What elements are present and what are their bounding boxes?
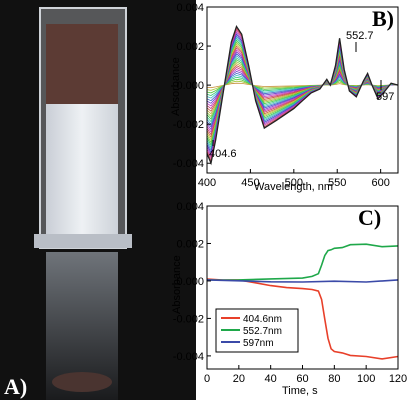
spectrum-trace [206, 25, 399, 166]
x-tick-label: 20 [233, 373, 245, 385]
peak-annotation-404: 404.6 [209, 148, 237, 160]
y-axis-label: Absorbance [170, 57, 182, 116]
spectra-chart: 400 450 500 550 600 0.004 0.002 0.000 -0.002 -0.0… [170, 2, 399, 193]
x-axis-label: Wavelength, nm [254, 181, 333, 193]
y-axis-label: Absorbance [171, 255, 183, 314]
x-tick-label: 120 [389, 373, 407, 385]
panel-label-b: B) [372, 6, 394, 31]
y-tick-label: -0.002 [173, 313, 204, 325]
y-tick-label: 0.002 [176, 41, 204, 53]
kinetics-chart: 0 20 40 60 80 100 120 0.004 0.002 0.000 -0.002 -0.0… [171, 200, 411, 400]
panel-label-c: C) [358, 205, 381, 230]
y-tick-label: 0.000 [176, 276, 204, 288]
y-tick-label: -0.004 [173, 158, 204, 170]
kinetic-series-404.6nm [206, 278, 399, 360]
cuvette-photo: A) [0, 0, 196, 400]
y-tick-label: 0.000 [176, 80, 204, 92]
x-tick-label: 100 [357, 373, 375, 385]
panel-label-a: A) [4, 374, 27, 399]
y-tick-label: -0.004 [173, 351, 204, 363]
x-tick-label: 80 [328, 373, 340, 385]
cuvette-reflection [46, 252, 118, 400]
kinetic-series-597nm [206, 279, 399, 283]
x-tick-label: 60 [296, 373, 308, 385]
y-tick-label: 0.004 [176, 201, 204, 213]
y-tick-label: 0.004 [176, 2, 204, 14]
kinetic-series-552.7nm [206, 243, 399, 281]
peak-annotation-552: 552.7 [346, 30, 374, 42]
x-tick-label: 500 [285, 177, 303, 189]
x-tick-label: 600 [371, 177, 389, 189]
axes-group: 0 20 40 60 80 100 120 0.004 0.002 0.000 -0.002 -0.0… [173, 201, 407, 385]
legend-label-597: 597nm [243, 338, 274, 349]
spectra-series-group [206, 25, 399, 166]
x-tick-label: 400 [198, 177, 216, 189]
x-tick-label: 40 [265, 373, 277, 385]
x-tick-label: 0 [204, 373, 210, 385]
x-tick-label: 450 [241, 177, 259, 189]
x-axis-label: Time, s [282, 385, 318, 397]
cuvette [34, 7, 132, 249]
legend-label-552: 552.7nm [243, 326, 282, 337]
plot-frame [206, 6, 399, 174]
legend: 404.6nm 552.7nm 597nm [215, 308, 299, 353]
y-tick-label: -0.002 [173, 119, 204, 131]
x-tick-label: 550 [328, 177, 346, 189]
axes-group: 400 450 500 550 600 0.004 0.002 0.000 -0.002 -0.0… [173, 2, 390, 189]
legend-label-404: 404.6nm [243, 314, 282, 325]
kinetic-series-group [206, 243, 399, 360]
y-tick-label: 0.002 [176, 238, 204, 250]
peak-annotation-597: 597 [376, 91, 394, 103]
